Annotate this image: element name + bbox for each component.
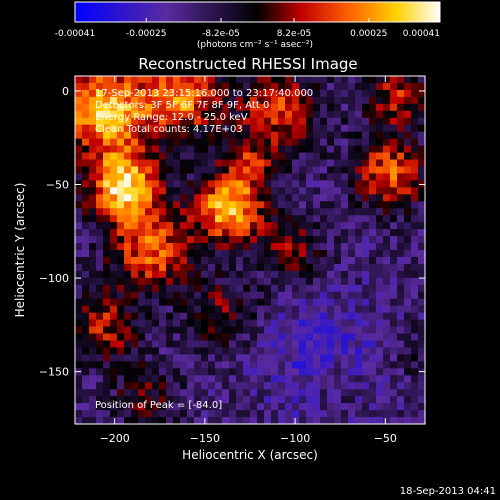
x-axis-ticks: −200 −150 −100 −50 — [100, 76, 397, 445]
colorbar-tick-label: -8.2e-05 — [202, 29, 240, 39]
plot-frame — [74, 75, 426, 425]
colorbar-tick-label: -0.00041 — [55, 29, 95, 39]
y-tick-label: −100 — [39, 272, 69, 285]
colorbar-tick-label: 8.2e-05 — [277, 29, 312, 39]
colorbar — [74, 1, 441, 23]
colorbar-tick-label: 0.00041 — [403, 29, 440, 39]
x-tick-label: −150 — [190, 432, 220, 445]
y-tick-label: −50 — [46, 179, 69, 192]
annotation-peak-position: Position of Peak = [-84.0] — [95, 400, 222, 411]
annotation-time-range: 17-Sep-2013 23:15:16.000 to 23:17:40.000 — [95, 88, 313, 99]
y-axis-label: Heliocentric Y (arcsec) — [13, 183, 27, 318]
annotation-energy-range: Energy Range: 12.0 - 25.0 keV — [95, 112, 248, 123]
annotation-detectors: Detectors: 3F 5F 6F 7F 8F 9F, Att 0 — [95, 100, 269, 111]
x-tick-label: −200 — [100, 432, 130, 445]
colorbar-tick-label: 0.00025 — [350, 29, 387, 39]
annotation-clean-counts: Clean Total counts: 4.17E+03 — [95, 124, 243, 135]
colorbar-ticks: -0.00041 -0.00025 -8.2e-05 8.2e-05 0.00025 0.… — [55, 18, 441, 39]
colorbar-tick-label: -0.00025 — [126, 29, 166, 39]
x-tick-label: −50 — [374, 432, 397, 445]
heatmap-image — [75, 76, 426, 425]
y-tick-label: −150 — [39, 366, 69, 379]
x-tick-label: −100 — [280, 432, 310, 445]
y-tick-label: 0 — [62, 85, 69, 98]
chart-title: Reconstructed RHESSI Image — [138, 55, 357, 73]
colorbar-units-label: (photons cm⁻² s⁻¹ asec⁻²) — [197, 40, 313, 50]
y-axis-ticks: 0 −50 −100 −150 — [39, 85, 425, 379]
footer-timestamp: 18-Sep-2013 04:41 — [400, 486, 496, 497]
x-axis-label: Heliocentric X (arcsec) — [182, 448, 318, 462]
